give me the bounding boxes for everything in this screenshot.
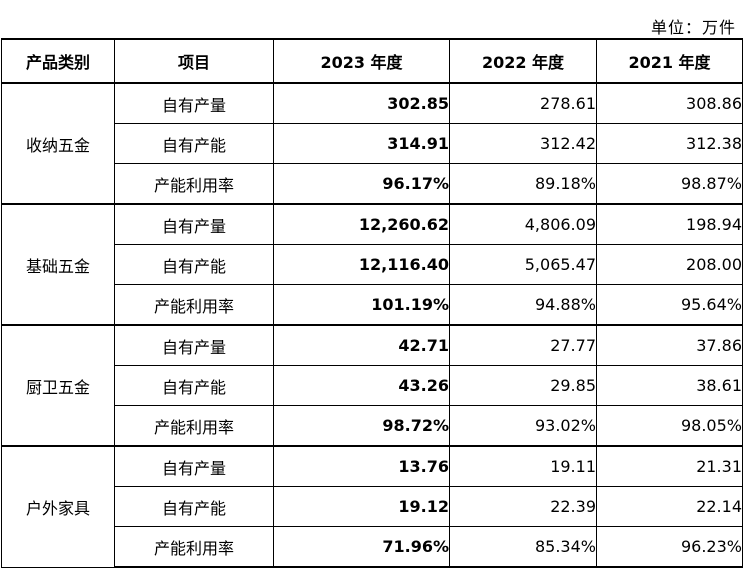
item-cell: 产能利用率	[114, 284, 274, 326]
value-2022: 5,065.47	[449, 244, 597, 285]
value-2022: 19.11	[449, 445, 597, 487]
category-cell: 收纳五金	[1, 82, 115, 205]
table-row: 基础五金 自有产量 12,260.62 4,806.09 198.94	[1, 203, 743, 326]
header-2022: 2022 年度	[449, 38, 597, 84]
item-cell: 自有产量	[114, 203, 274, 245]
value-2021: 22.14	[596, 486, 743, 527]
value-2023: 13.76	[273, 445, 450, 487]
category-cell: 基础五金	[1, 203, 115, 326]
header-item: 项目	[114, 38, 274, 84]
value-2023: 12,116.40	[273, 244, 450, 285]
item-cell: 自有产量	[114, 82, 274, 124]
item-cell: 自有产量	[114, 445, 274, 487]
table-row: 自有产能 19.12 22.39 22.14	[2, 486, 743, 527]
table-row: 产能利用率 71.96% 85.34% 96.23%	[2, 526, 743, 568]
item-cell: 自有产能	[114, 123, 274, 164]
value-2023: 101.19%	[273, 284, 450, 326]
value-2021: 208.00	[596, 244, 743, 285]
header-2021: 2021 年度	[596, 38, 743, 84]
item-cell: 自有产量	[114, 324, 274, 366]
value-2023: 43.26	[273, 365, 450, 406]
value-2023: 12,260.62	[273, 203, 450, 245]
value-2022: 89.18%	[449, 163, 597, 205]
header-2023: 2023 年度	[273, 38, 450, 84]
value-2023: 314.91	[273, 123, 450, 164]
unit-label: 单位：万件	[650, 18, 736, 37]
value-2021: 98.87%	[596, 163, 743, 205]
table-row: 产能利用率 98.72% 93.02% 98.05%	[2, 405, 743, 447]
table-row: 自有产能 314.91 312.42 312.38	[2, 123, 743, 164]
value-2022: 94.88%	[449, 284, 597, 326]
value-2021: 308.86	[596, 82, 743, 124]
value-2022: 4,806.09	[449, 203, 597, 245]
table-header-row: 产品类别 项目 2023 年度 2022 年度 2021 年度	[1, 38, 743, 84]
value-2022: 85.34%	[449, 526, 597, 568]
value-2022: 312.42	[449, 123, 597, 164]
value-2021: 38.61	[596, 365, 743, 406]
item-cell: 产能利用率	[114, 526, 274, 568]
value-2021: 312.38	[596, 123, 743, 164]
value-2022: 93.02%	[449, 405, 597, 447]
item-cell: 自有产能	[114, 486, 274, 527]
header-category: 产品类别	[1, 38, 115, 84]
value-2022: 29.85	[449, 365, 597, 406]
value-2023: 302.85	[273, 82, 450, 124]
value-2021: 37.86	[596, 324, 743, 366]
value-2021: 198.94	[596, 203, 743, 245]
table-row: 产能利用率 101.19% 94.88% 95.64%	[2, 284, 743, 326]
value-2023: 19.12	[273, 486, 450, 527]
item-cell: 产能利用率	[114, 163, 274, 205]
item-cell: 自有产能	[114, 244, 274, 285]
capacity-table: 产品类别 项目 2023 年度 2022 年度 2021 年度 收纳五金 自有产…	[1, 38, 743, 568]
category-cell: 户外家具	[1, 445, 115, 568]
table-row: 自有产能 43.26 29.85 38.61	[2, 365, 743, 406]
table-row: 收纳五金 自有产量 302.85 278.61 308.86	[1, 82, 743, 205]
table-row: 厨卫五金 自有产量 42.71 27.77 37.86	[1, 324, 743, 447]
value-2023: 98.72%	[273, 405, 450, 447]
table-row: 户外家具 自有产量 13.76 19.11 21.31	[1, 445, 743, 568]
item-cell: 产能利用率	[114, 405, 274, 447]
value-2023: 42.71	[273, 324, 450, 366]
value-2023: 96.17%	[273, 163, 450, 205]
item-cell: 自有产能	[114, 365, 274, 406]
value-2023: 71.96%	[273, 526, 450, 568]
category-cell: 厨卫五金	[1, 324, 115, 447]
table-row: 产能利用率 96.17% 89.18% 98.87%	[2, 163, 743, 205]
table-row: 自有产能 12,116.40 5,065.47 208.00	[2, 244, 743, 285]
value-2022: 22.39	[449, 486, 597, 527]
value-2022: 278.61	[449, 82, 597, 124]
value-2022: 27.77	[449, 324, 597, 366]
value-2021: 96.23%	[596, 526, 743, 568]
value-2021: 95.64%	[596, 284, 743, 326]
value-2021: 98.05%	[596, 405, 743, 447]
value-2021: 21.31	[596, 445, 743, 487]
